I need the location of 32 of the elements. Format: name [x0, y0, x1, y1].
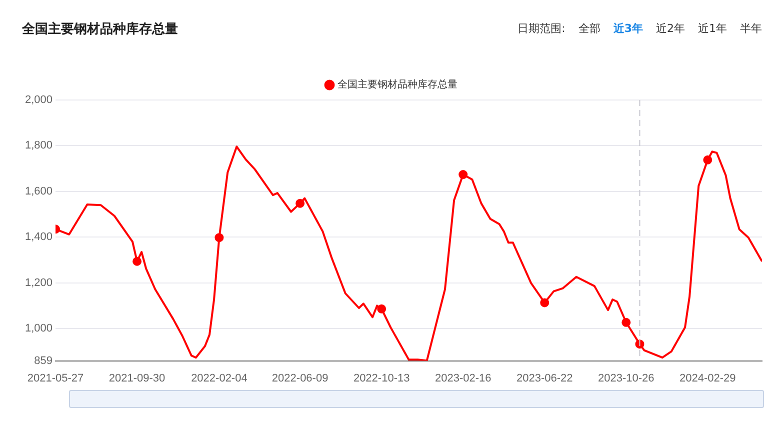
- y-tick-label: 1,000: [24, 322, 53, 335]
- point: [132, 256, 142, 266]
- y-tick-label: 1,400: [24, 231, 53, 244]
- x-tick-label: 2021-09-30: [108, 372, 166, 384]
- x-tick-label: 2022-10-13: [353, 372, 410, 384]
- text: 全部: [578, 21, 600, 36]
- chart-title: 全国主要钢材品种库存总量: [22, 20, 178, 38]
- y-tick-label: 1,600: [24, 185, 53, 198]
- text: 近3年: [613, 21, 643, 36]
- text: 近1年: [698, 21, 727, 36]
- y-tick-label: 859: [34, 354, 53, 367]
- text: 日期范围:: [518, 21, 566, 36]
- x-tick-label: 2023-06-22: [516, 372, 573, 384]
- legend-label: 全国主要钢材品种库存总量: [338, 78, 458, 91]
- x-tick-label: 2023-02-16: [434, 372, 492, 384]
- y-tick-label: 1,200: [24, 276, 53, 289]
- point: [214, 233, 224, 242]
- text: 半年: [740, 21, 762, 36]
- point: [458, 170, 468, 180]
- y-tick-label: 1,800: [24, 140, 53, 152]
- x-tick-label: 2021-05-27: [27, 372, 84, 384]
- point: [703, 155, 712, 164]
- x-tick-label: 2022-02-04: [191, 372, 248, 384]
- x-tick-label: 2024-02-29: [680, 372, 736, 384]
- point: [622, 318, 631, 327]
- point: [377, 304, 386, 314]
- y-tick-label: 2,000: [24, 94, 53, 106]
- text: 近2年: [656, 21, 685, 36]
- point: [540, 298, 550, 308]
- x-tick-label: 2022-06-09: [272, 372, 328, 384]
- x-tick-label: 2023-10-26: [598, 372, 654, 384]
- point: [296, 198, 305, 208]
